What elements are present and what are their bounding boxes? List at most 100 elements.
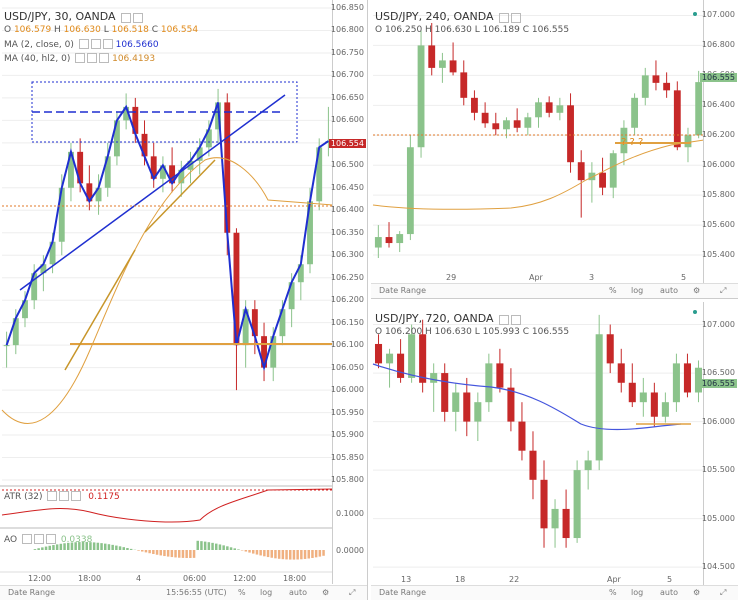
auto-toggle[interactable]: auto [289,588,308,597]
date-range-button[interactable]: Date Range [379,286,427,295]
date-range-button[interactable]: Date Range [8,588,56,597]
ao-bar [303,550,307,559]
ao-bar [270,550,273,558]
candle-body [58,187,65,242]
ao-bar [44,546,48,550]
fullscreen-icon[interactable]: ⤢ [720,588,727,597]
ma40-line [1,157,334,424]
candle-body [374,343,383,364]
candle-body [683,363,691,393]
settings-icon[interactable]: ⚙ [693,286,701,295]
candle-body [430,373,438,383]
ao-bar [200,541,203,550]
price-axis[interactable] [332,0,367,584]
x-tick-label: 4 [136,574,142,583]
candle-body [503,120,510,130]
chart-pane-720m[interactable]: USD/JPY, 720, OANDA O 106.200 H 106.630 … [371,302,738,600]
percent-toggle[interactable]: % [609,588,617,597]
candle-body [251,309,258,337]
candle-body [408,334,416,378]
ao-bar [166,550,170,557]
ao-bar [248,550,251,553]
ao-bar [252,550,255,554]
price-tag: 106.555 [699,379,737,388]
candle-body [620,127,628,154]
ao-bar [285,550,288,560]
fullscreen-icon[interactable]: ⤢ [720,286,727,295]
log-toggle[interactable]: log [631,286,644,295]
ao-bar [59,543,63,550]
ao-bar [318,550,322,557]
candle-body [3,345,10,347]
price-axis[interactable] [703,0,738,284]
candle-body [49,241,56,265]
candle-body [481,112,489,124]
candle-body [673,90,681,148]
candle-body [449,60,457,73]
candle-body [374,237,382,248]
candle-body [441,373,449,412]
candle-body [40,264,47,274]
candle-body [471,97,478,113]
candle-body [417,45,425,148]
candle-body [113,120,120,157]
candle-body [279,309,286,337]
candle-body [132,106,139,134]
candle-body [513,120,521,128]
chart-pane-240m[interactable]: USD/JPY, 240, OANDA O 106.250 H 106.630 … [371,0,738,299]
settings-icon[interactable]: ⚙ [693,588,701,597]
candle-body [524,117,532,128]
y-tick-label: 106.800 [701,40,735,50]
price-tag: 106.554 [328,139,366,148]
ao-bar [215,543,218,550]
candle-body [694,367,703,393]
percent-toggle[interactable]: % [238,588,246,597]
ao-bar [274,550,277,559]
auto-toggle[interactable]: auto [660,588,679,597]
ao-bar [163,550,166,557]
chart-720m-svg[interactable] [371,302,738,600]
log-toggle[interactable]: log [631,588,644,597]
atr-tick: 0.1000 [336,509,364,518]
candle-body [141,133,148,157]
candle-body [595,334,603,461]
chart-240m-svg[interactable] [371,0,738,298]
candle-body [385,237,393,244]
ao-bar [181,550,185,558]
y-tick-label: 106.700 [330,70,364,80]
candle-body [307,201,313,265]
ao-bar [33,549,37,550]
ao-bar [148,550,151,554]
ao-bar [229,547,233,550]
ao-bar [314,550,318,558]
log-toggle[interactable]: log [260,588,273,597]
ao-bar [207,542,211,550]
chart-title: USD/JPY, 30, OANDA [4,10,144,24]
ao-bar [300,550,303,560]
chart-title: USD/JPY, 720, OANDA [375,312,522,326]
ao-bar [118,546,122,550]
ao-bar [233,548,236,550]
percent-toggle[interactable]: % [609,286,617,295]
price-axis[interactable] [703,302,738,586]
fullscreen-icon[interactable]: ⤢ [349,588,356,597]
y-tick-label: 106.650 [330,92,364,102]
candle-body [650,392,658,417]
candle-body [22,300,28,319]
y-tick-label: 106.000 [701,160,735,170]
candle-body [641,75,649,98]
candle-body [573,470,581,539]
candle-body [460,72,468,98]
y-tick-label: 106.750 [330,47,364,57]
auto-toggle[interactable]: auto [660,286,679,295]
ao-bar [266,550,270,558]
candle-body [507,387,515,422]
settings-icon[interactable]: ⚙ [322,588,330,597]
chart-pane-30m[interactable]: USD/JPY, 30, OANDA O 106.579 H 106.630 L… [0,0,368,600]
chart-30m-svg[interactable] [0,0,367,600]
date-range-button[interactable]: Date Range [379,588,427,597]
bottom-toolbar: Date Range % log auto ⚙ ⤢ [371,283,738,298]
candle-body [556,105,564,113]
y-tick-label: 107.000 [701,10,735,20]
y-tick-label: 104.500 [701,562,735,572]
